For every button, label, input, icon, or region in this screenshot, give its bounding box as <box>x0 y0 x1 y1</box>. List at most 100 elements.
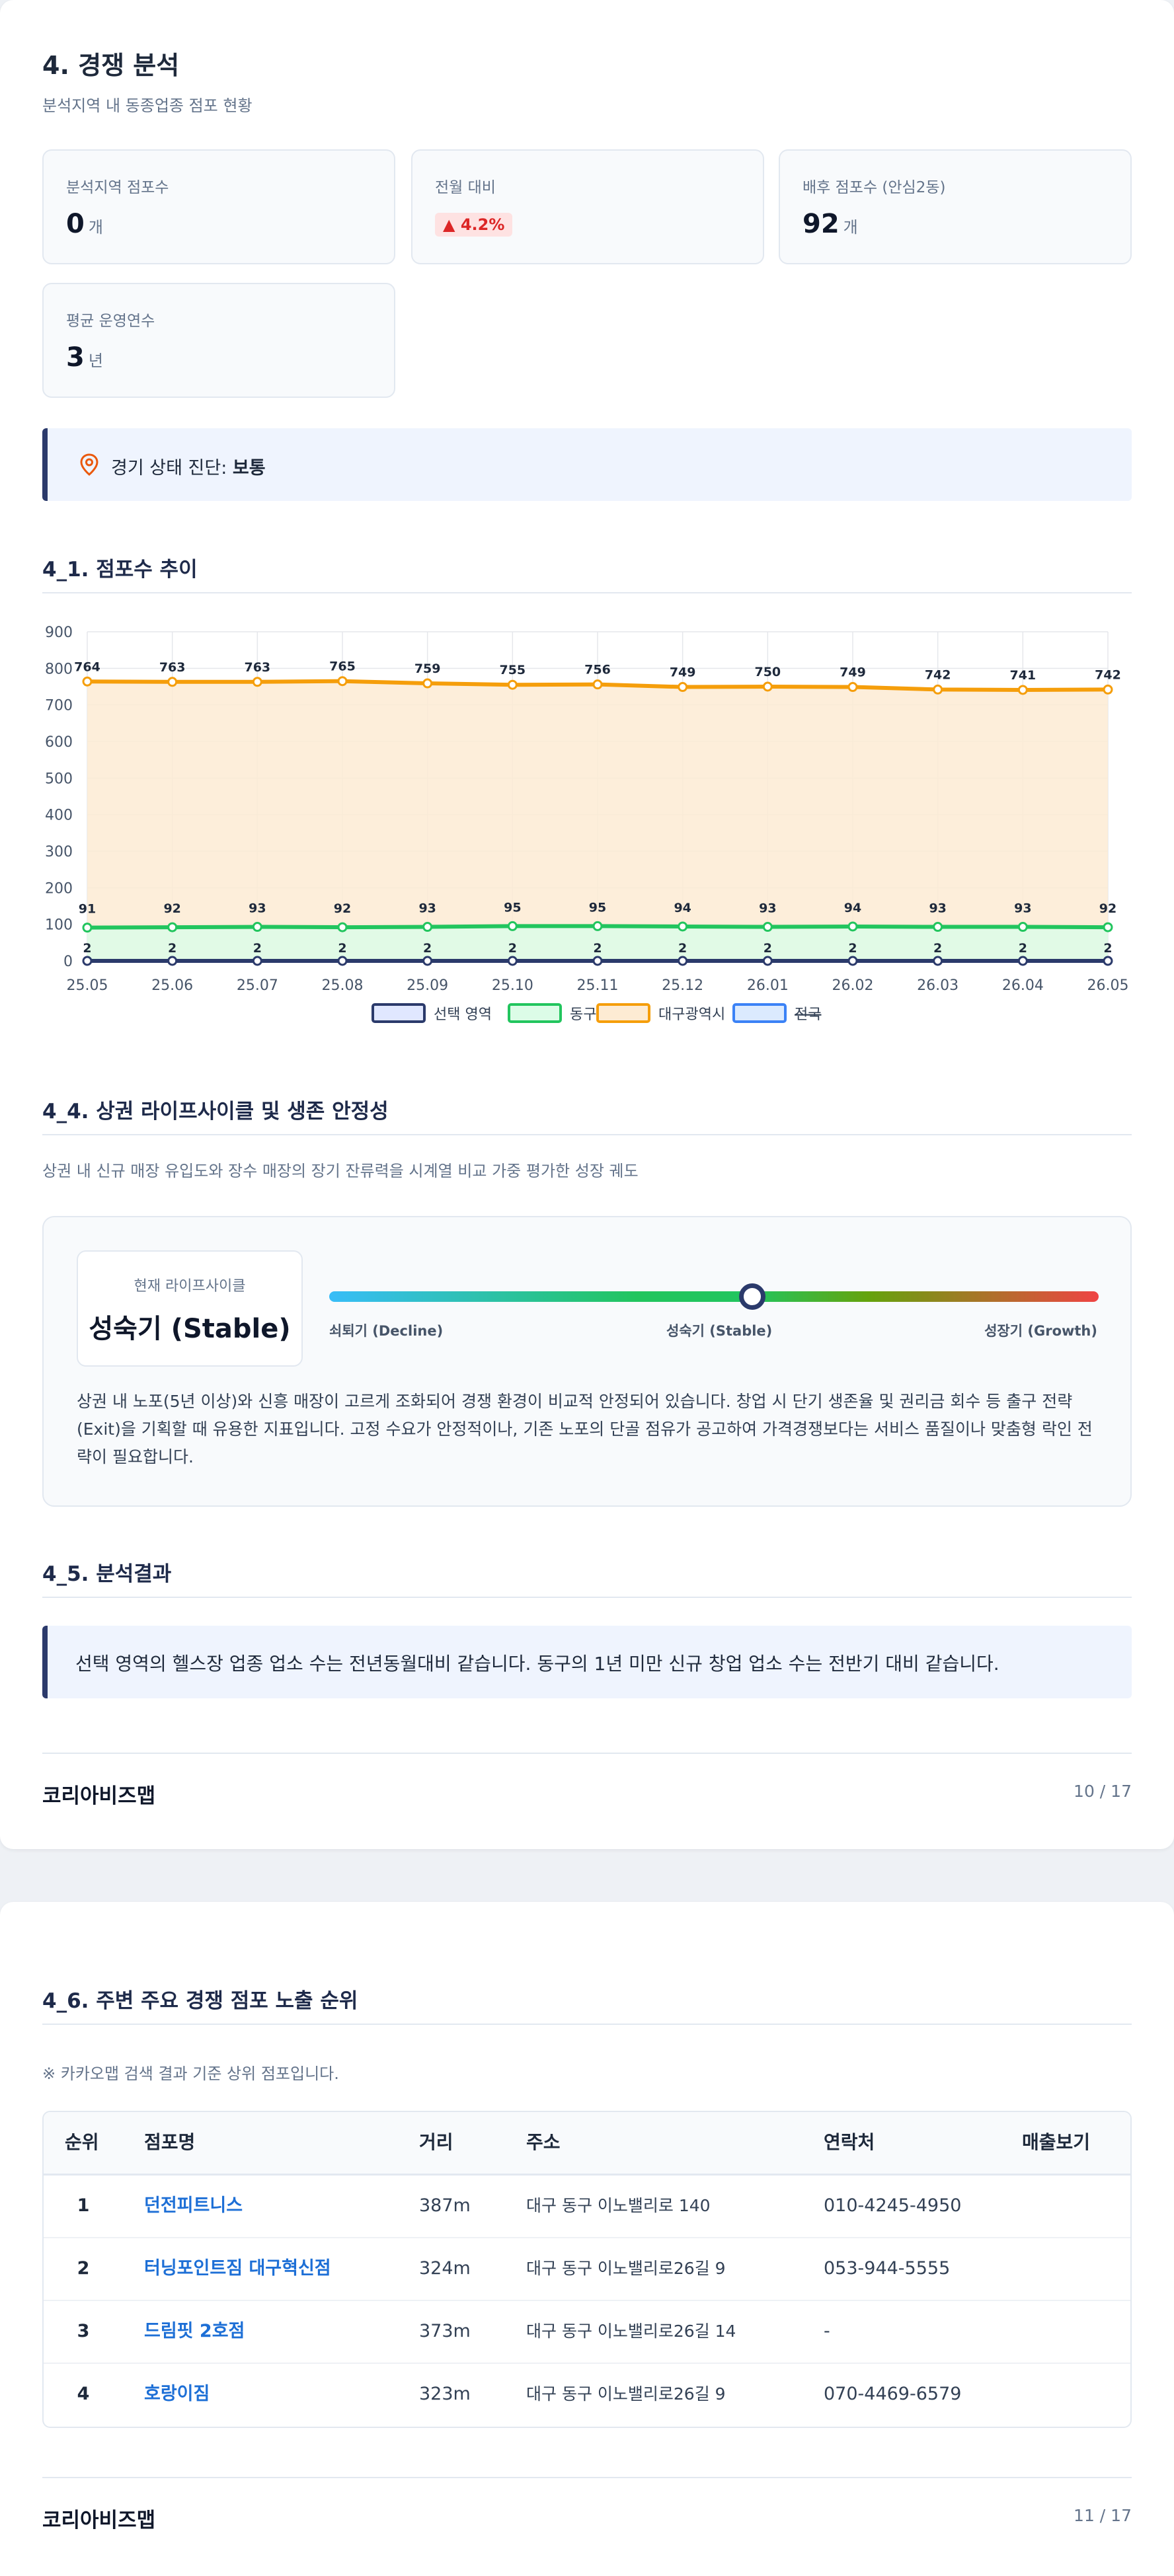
stat-label: 평균 운영연수 <box>66 313 155 330</box>
data-label: 2 <box>168 941 176 956</box>
section-title-lifecycle: 4_4. 상권 라이프사이클 및 생존 안정성 <box>42 1094 1132 1135</box>
rank-cell: 2 <box>77 2258 90 2279</box>
phone-cell: 053-944-5555 <box>824 2258 951 2279</box>
data-point <box>847 956 858 966</box>
data-point <box>933 922 943 932</box>
data-label: 93 <box>249 901 266 916</box>
data-point <box>507 956 518 966</box>
data-label: 2 <box>848 941 857 956</box>
table-row: 2 터닝포인트짐 대구혁신점 324m 대구 동구 이노밸리로26길 9 053… <box>44 2238 1130 2301</box>
data-label: 750 <box>754 665 781 679</box>
data-label: 763 <box>244 660 270 675</box>
y-tick-label: 500 <box>45 771 73 787</box>
rank-cell: 3 <box>77 2321 90 2341</box>
data-label: 759 <box>414 662 441 676</box>
legend-swatch <box>372 1003 426 1023</box>
stat-card-mom-change: 전월 대비 ▲ 4.2% <box>411 149 764 264</box>
data-label: 2 <box>763 941 772 956</box>
data-point <box>592 679 603 690</box>
data-point <box>252 677 262 687</box>
data-point <box>252 922 262 932</box>
data-label: 92 <box>163 901 180 916</box>
footer-brand: 코리아비즈맵 <box>42 2509 156 2532</box>
distance-cell: 373m <box>419 2321 471 2341</box>
data-point <box>678 921 688 932</box>
data-point <box>933 684 943 695</box>
table-header: 순위 점포명 거리 주소 연락처 매출보기 <box>44 2112 1130 2176</box>
data-label: 2 <box>678 941 687 956</box>
lifecycle-gradient-bar <box>329 1291 1099 1302</box>
competitor-ranking-table: 순위 점포명 거리 주소 연락처 매출보기 1 던전피트니스 387m 대구 동… <box>42 2111 1132 2428</box>
address-cell: 대구 동구 이노밸리로26길 14 <box>526 2322 736 2341</box>
x-tick-label: 25.08 <box>322 977 364 994</box>
current-lifecycle-box: 현재 라이프사이클 성숙기 (Stable) <box>77 1250 303 1367</box>
data-point <box>422 922 433 932</box>
data-label: 93 <box>1014 901 1031 916</box>
data-point <box>337 676 348 687</box>
data-point <box>252 956 262 966</box>
x-tick-label: 25.11 <box>577 977 619 994</box>
data-point <box>82 956 93 966</box>
data-point <box>847 921 858 932</box>
page-footer: 코리아비즈맵 10 / 17 <box>42 1753 1132 1808</box>
data-point <box>167 677 178 687</box>
map-pin-icon <box>79 453 99 478</box>
data-label: 91 <box>79 902 96 917</box>
data-label: 755 <box>499 663 526 677</box>
lifecycle-subtitle: 상권 내 신규 매장 유입도와 장수 매장의 장기 잔류력을 시계열 비교 가중… <box>42 1162 639 1180</box>
phone-cell: - <box>824 2321 830 2341</box>
footer-brand: 코리아비즈맵 <box>42 1784 156 1808</box>
diagnosis-banner: 경기 상태 진단: 보통 <box>42 428 1132 501</box>
legend-swatch <box>732 1003 787 1023</box>
data-label: 94 <box>844 901 861 915</box>
y-tick-label: 700 <box>45 698 73 714</box>
data-label: 741 <box>1009 668 1036 683</box>
x-tick-label: 25.12 <box>662 977 703 994</box>
y-tick-label: 600 <box>45 734 73 751</box>
legend-label: 대구광역시 <box>658 1006 725 1023</box>
x-tick-label: 26.03 <box>917 977 959 994</box>
data-label: 2 <box>1019 941 1027 956</box>
data-label: 749 <box>840 665 866 680</box>
x-tick-label: 25.10 <box>492 977 533 994</box>
data-point <box>847 682 858 693</box>
store-name-link[interactable]: 드림핏 2호점 <box>144 2321 245 2341</box>
store-name-link[interactable]: 터닝포인트짐 대구혁신점 <box>144 2258 331 2279</box>
page-subtitle: 분석지역 내 동종업종 점포 현황 <box>42 96 253 115</box>
store-name-link[interactable]: 던전피트니스 <box>144 2195 243 2216</box>
data-label: 763 <box>159 660 186 675</box>
data-point <box>592 921 603 931</box>
data-label: 92 <box>334 901 351 916</box>
data-label: 756 <box>584 663 611 677</box>
stat-label: 배후 점포수 (안심2동) <box>802 179 946 196</box>
store-name-link[interactable]: 호랑이짐 <box>144 2384 210 2404</box>
ranking-note: ※ 카카오맵 검색 결과 기준 상위 점포입니다. <box>42 2065 339 2083</box>
lifecycle-position-marker <box>739 1283 766 1310</box>
y-tick-label: 300 <box>45 844 73 860</box>
data-label: 2 <box>83 941 91 956</box>
page-number: 10 / 17 <box>1074 1782 1132 1801</box>
stat-card-hinterland-stores: 배후 점포수 (안심2동) 92 개 <box>779 149 1132 264</box>
table-row: 3 드림핏 2호점 373m 대구 동구 이노밸리로26길 14 - <box>44 2301 1130 2364</box>
analysis-result-text: 선택 영역의 헬스장 업종 업소 수는 전년동월대비 같습니다. 동구의 1년 … <box>75 1653 999 1675</box>
data-point <box>762 956 773 966</box>
data-point <box>337 922 348 932</box>
store-count-line-chart: 0 100 200 300 400 500 600 700 800 900 25.05 25.06 25… <box>45 625 1128 1023</box>
rank-cell: 1 <box>77 2195 90 2216</box>
analysis-result-box: 선택 영역의 헬스장 업종 업소 수는 전년동월대비 같습니다. 동구의 1년 … <box>42 1626 1132 1698</box>
data-label: 765 <box>329 660 356 674</box>
column-header: 매출보기 <box>1022 2131 1091 2153</box>
section-title-result: 4_5. 분석결과 <box>42 1557 1132 1598</box>
current-lifecycle-value: 성숙기 (Stable) <box>89 1314 291 1344</box>
stage-label-growth: 성장기 (Growth) <box>984 1323 1097 1339</box>
column-header: 주소 <box>526 2131 561 2153</box>
table-row: 1 던전피트니스 387m 대구 동구 이노밸리로 140 010-4245-4… <box>44 2176 1130 2238</box>
data-point <box>678 956 688 966</box>
x-tick-label: 25.07 <box>237 977 278 994</box>
data-label: 749 <box>670 665 696 680</box>
data-label: 742 <box>1095 667 1121 682</box>
data-point <box>422 678 433 689</box>
x-tick-label: 26.02 <box>832 977 874 994</box>
